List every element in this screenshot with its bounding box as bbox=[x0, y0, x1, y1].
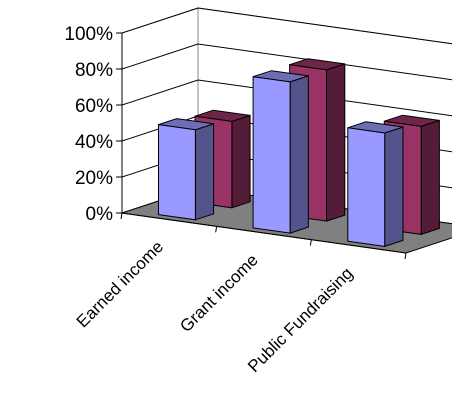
bar bbox=[252, 70, 309, 234]
bar-side bbox=[420, 119, 440, 236]
x-tick-label: Earned income bbox=[73, 237, 167, 331]
y-tick-label: 40% bbox=[75, 132, 113, 153]
gridline bbox=[121, 79, 452, 117]
bar bbox=[158, 118, 215, 221]
bar-front bbox=[347, 127, 386, 247]
gridline bbox=[121, 7, 452, 45]
bar-front bbox=[252, 76, 291, 234]
y-tick-label: 80% bbox=[75, 60, 113, 81]
front-series-bars bbox=[158, 70, 404, 248]
gridline bbox=[121, 43, 452, 81]
bar-side bbox=[289, 75, 309, 234]
y-tick-label: 60% bbox=[75, 96, 113, 117]
bar-side bbox=[194, 123, 215, 221]
x-tick-mark bbox=[404, 252, 407, 260]
x-tick-label: Public Fundraising bbox=[244, 264, 356, 376]
y-axis-tick-labels: 0% 20% 40% 60% 80% 100% bbox=[64, 24, 113, 225]
bar-front bbox=[158, 124, 196, 221]
x-tick-mark bbox=[215, 226, 218, 233]
axes bbox=[116, 32, 407, 260]
bar-side bbox=[231, 114, 251, 209]
x-tick-mark bbox=[309, 239, 312, 246]
bar-side bbox=[384, 126, 404, 248]
x-axis-line bbox=[121, 212, 407, 254]
y-tick-label: 0% bbox=[86, 204, 114, 225]
y-tick-label: 20% bbox=[75, 168, 113, 189]
x-tick-label: Grant income bbox=[176, 250, 262, 336]
x-tick-mark bbox=[120, 212, 123, 220]
bar-side bbox=[326, 63, 346, 222]
bar bbox=[347, 121, 404, 248]
y-tick-label: 100% bbox=[64, 24, 113, 45]
